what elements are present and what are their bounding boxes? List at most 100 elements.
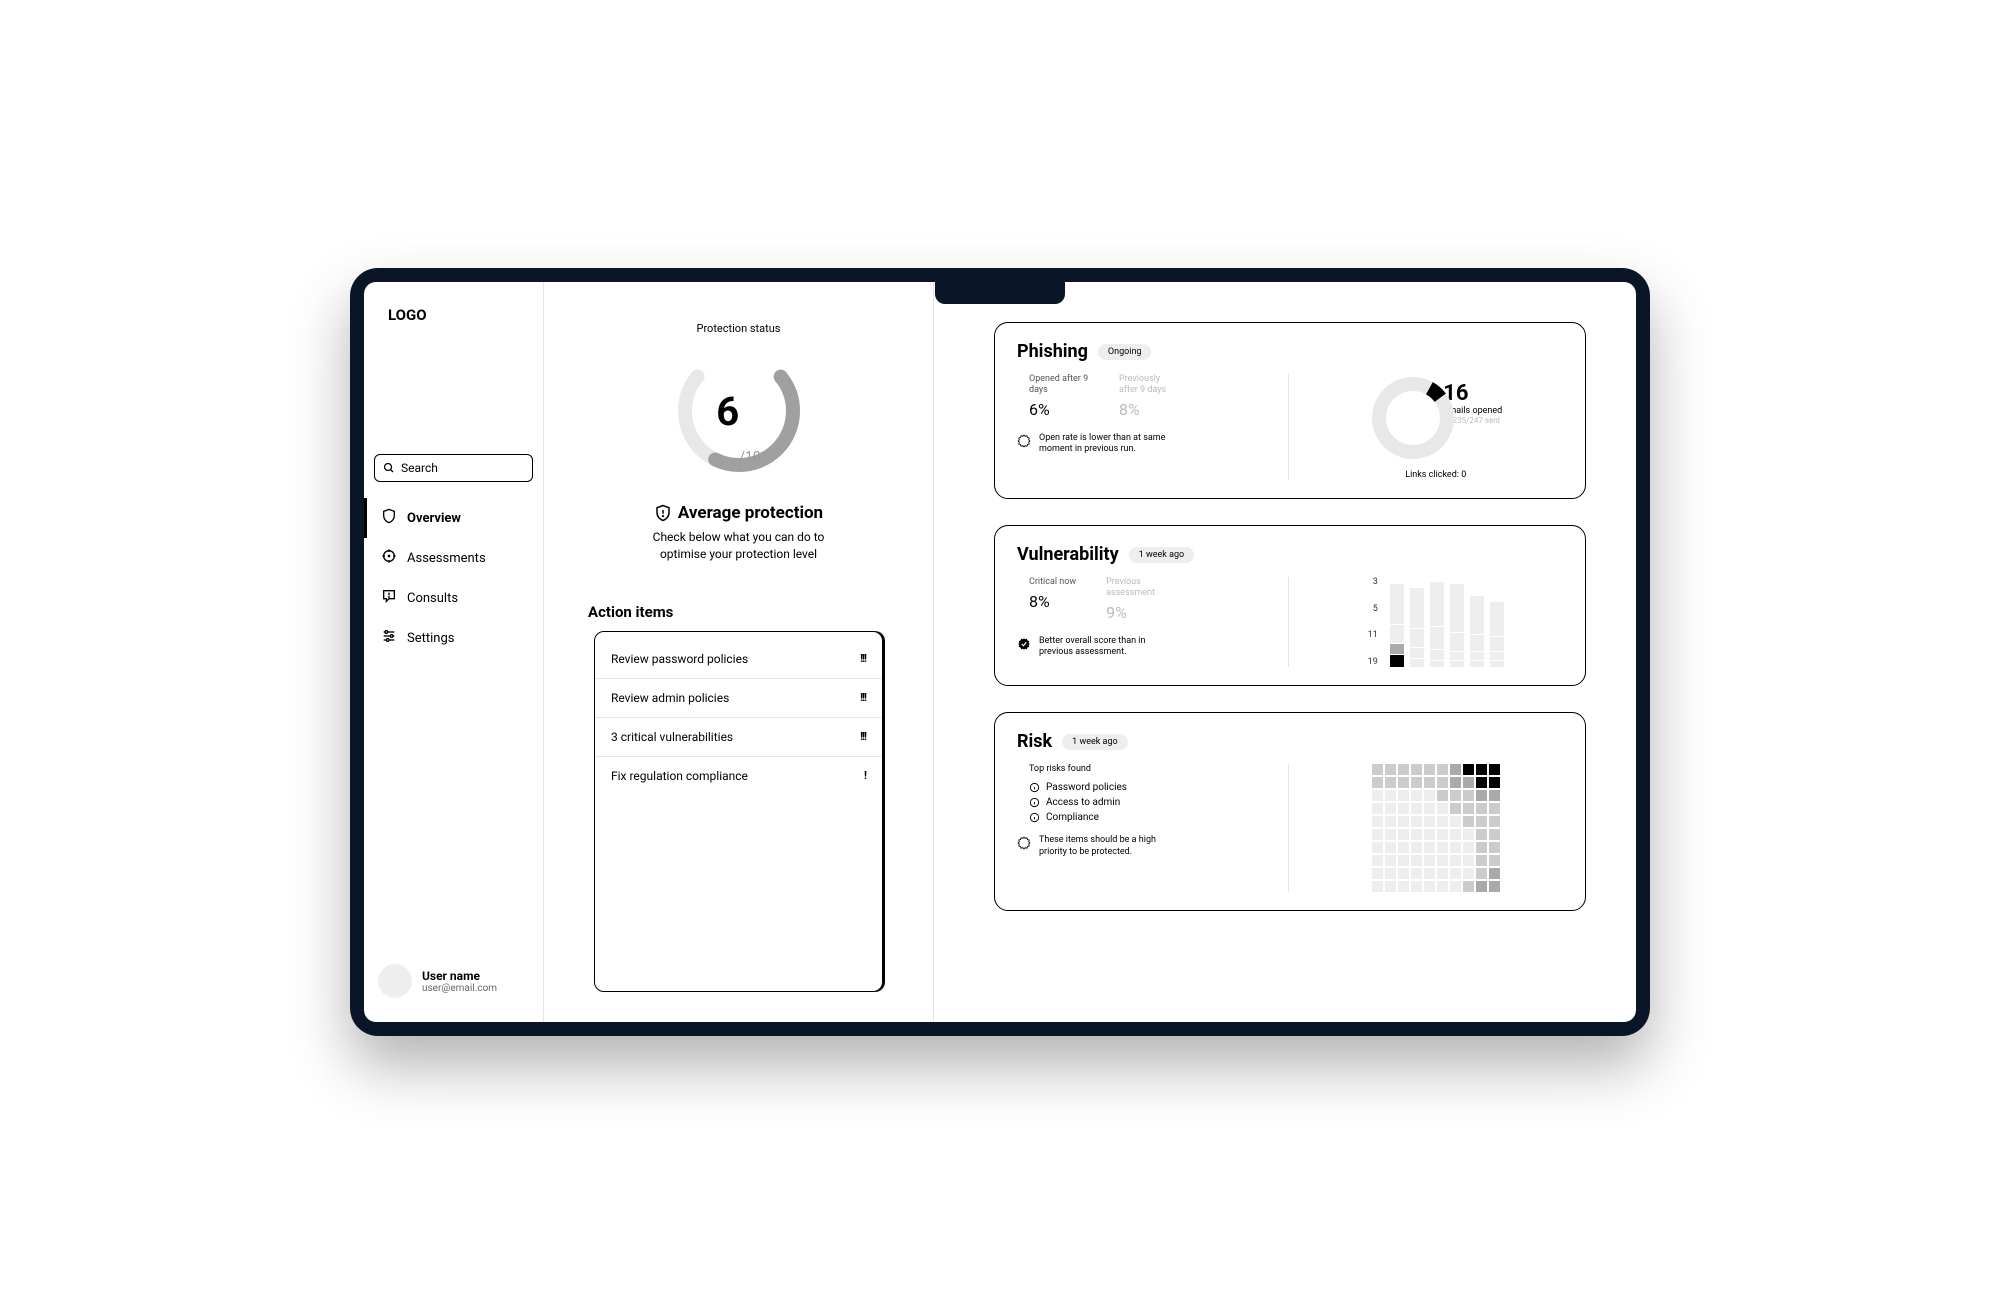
protection-headline: Average protection (678, 503, 823, 523)
risk-title: Risk (1017, 731, 1052, 752)
risk-cell (1372, 868, 1383, 879)
phishing-status-badge: Ongoing (1098, 344, 1152, 360)
risk-cell (1411, 790, 1422, 801)
risk-cell (1398, 855, 1409, 866)
protection-sub: Check below what you can do to optimise … (629, 529, 849, 563)
risk-cell (1437, 803, 1448, 814)
risk-cell (1437, 816, 1448, 827)
vuln-bar (1470, 596, 1484, 667)
action-item-flag: !!! (860, 730, 866, 743)
vuln-prev-label: Previous assessment (1106, 577, 1166, 599)
risk-cell (1450, 868, 1461, 879)
vuln-chart: 351119 (1309, 577, 1564, 667)
risk-cell (1450, 855, 1461, 866)
risk-cell (1463, 855, 1474, 866)
risk-cell (1385, 855, 1396, 866)
vuln-axis-label: 19 (1368, 657, 1378, 667)
risk-cell (1372, 855, 1383, 866)
risk-cell (1437, 868, 1448, 879)
laptop-frame: LOGO Search OverviewAssessmentsConsultsS… (350, 268, 1650, 1036)
protection-max: /10 (739, 449, 761, 465)
risk-cell (1372, 829, 1383, 840)
sidebar-item-assessments[interactable]: Assessments (364, 538, 543, 578)
risk-card[interactable]: Risk 1 week ago Top risks found Password… (994, 712, 1586, 911)
vulnerability-card[interactable]: Vulnerability 1 week ago Critical now 8%… (994, 525, 1586, 686)
risk-cell (1476, 868, 1487, 879)
risk-cell (1372, 803, 1383, 814)
risk-cell (1372, 764, 1383, 775)
risk-cell (1424, 803, 1435, 814)
action-item-text: Fix regulation compliance (611, 769, 748, 783)
sidebar-item-label: Overview (407, 511, 461, 526)
risk-cell (1437, 777, 1448, 788)
action-item-flag: ! (864, 769, 866, 782)
risk-cell (1424, 855, 1435, 866)
action-item[interactable]: 3 critical vulnerabilities!!! (595, 718, 882, 757)
phishing-title: Phishing (1017, 341, 1088, 362)
assessments-icon (381, 548, 397, 568)
risk-cell (1385, 868, 1396, 879)
shield-alert-icon (654, 504, 672, 522)
phishing-current-value: 6% (1029, 400, 1089, 419)
risk-cell (1372, 777, 1383, 788)
risk-cell (1385, 764, 1396, 775)
vuln-axis-label: 5 (1373, 604, 1378, 614)
vuln-insight: Better overall score than in previous as… (1039, 636, 1179, 659)
search-icon (383, 462, 395, 474)
risk-cell (1489, 868, 1500, 879)
risk-cell (1476, 803, 1487, 814)
risk-cell (1437, 829, 1448, 840)
action-item[interactable]: Review admin policies!!! (595, 679, 882, 718)
risk-cell (1385, 842, 1396, 853)
risk-list-title: Top risks found (1017, 764, 1272, 774)
risk-cell (1424, 777, 1435, 788)
phishing-insight: Open rate is lower than at same moment i… (1039, 433, 1179, 456)
risk-cell (1450, 764, 1461, 775)
risk-cell (1450, 829, 1461, 840)
risk-cell (1476, 777, 1487, 788)
avatar (378, 964, 412, 998)
vuln-axis-label: 11 (1368, 630, 1378, 640)
risk-cell (1424, 816, 1435, 827)
risk-cell (1411, 868, 1422, 879)
sidebar-item-overview[interactable]: Overview (364, 498, 543, 538)
risk-cell (1476, 855, 1487, 866)
vuln-prev-value: 9% (1106, 603, 1166, 622)
search-input[interactable]: Search (374, 454, 533, 482)
risk-cell (1411, 829, 1422, 840)
app-screen: LOGO Search OverviewAssessmentsConsultsS… (364, 282, 1636, 1022)
risk-cell (1489, 881, 1500, 892)
risk-cell (1489, 803, 1500, 814)
risk-cell (1450, 790, 1461, 801)
phishing-card[interactable]: Phishing Ongoing Opened after 9 days 6% … (994, 322, 1586, 499)
risk-cell (1450, 777, 1461, 788)
risk-cell (1489, 829, 1500, 840)
risk-cell (1372, 790, 1383, 801)
vuln-bar (1410, 588, 1424, 667)
risk-cell (1463, 816, 1474, 827)
risk-cell (1411, 764, 1422, 775)
risk-cell (1489, 764, 1500, 775)
sidebar: LOGO Search OverviewAssessmentsConsultsS… (364, 282, 544, 1022)
sidebar-item-label: Settings (407, 631, 454, 646)
risk-cell (1398, 816, 1409, 827)
action-items-title: Action items (588, 603, 673, 621)
sidebar-item-label: Assessments (407, 551, 486, 566)
risk-cell (1463, 764, 1474, 775)
risk-cell (1476, 829, 1487, 840)
user-block[interactable]: User name user@email.com (364, 964, 543, 998)
risk-cell (1411, 842, 1422, 853)
risk-cell (1411, 777, 1422, 788)
action-item[interactable]: Fix regulation compliance! (595, 757, 882, 795)
risk-cell (1411, 881, 1422, 892)
risk-cell (1489, 842, 1500, 853)
action-item[interactable]: Review password policies!!! (595, 640, 882, 679)
center-panel: Protection status 6 /10 Average protecti… (544, 282, 934, 1022)
sidebar-item-settings[interactable]: Settings (364, 618, 543, 658)
sidebar-item-consults[interactable]: Consults (364, 578, 543, 618)
vulnerability-title: Vulnerability (1017, 544, 1119, 565)
vulnerability-status-badge: 1 week ago (1129, 547, 1194, 563)
risk-cell (1463, 868, 1474, 879)
risk-cell (1476, 842, 1487, 853)
risk-cell (1398, 803, 1409, 814)
